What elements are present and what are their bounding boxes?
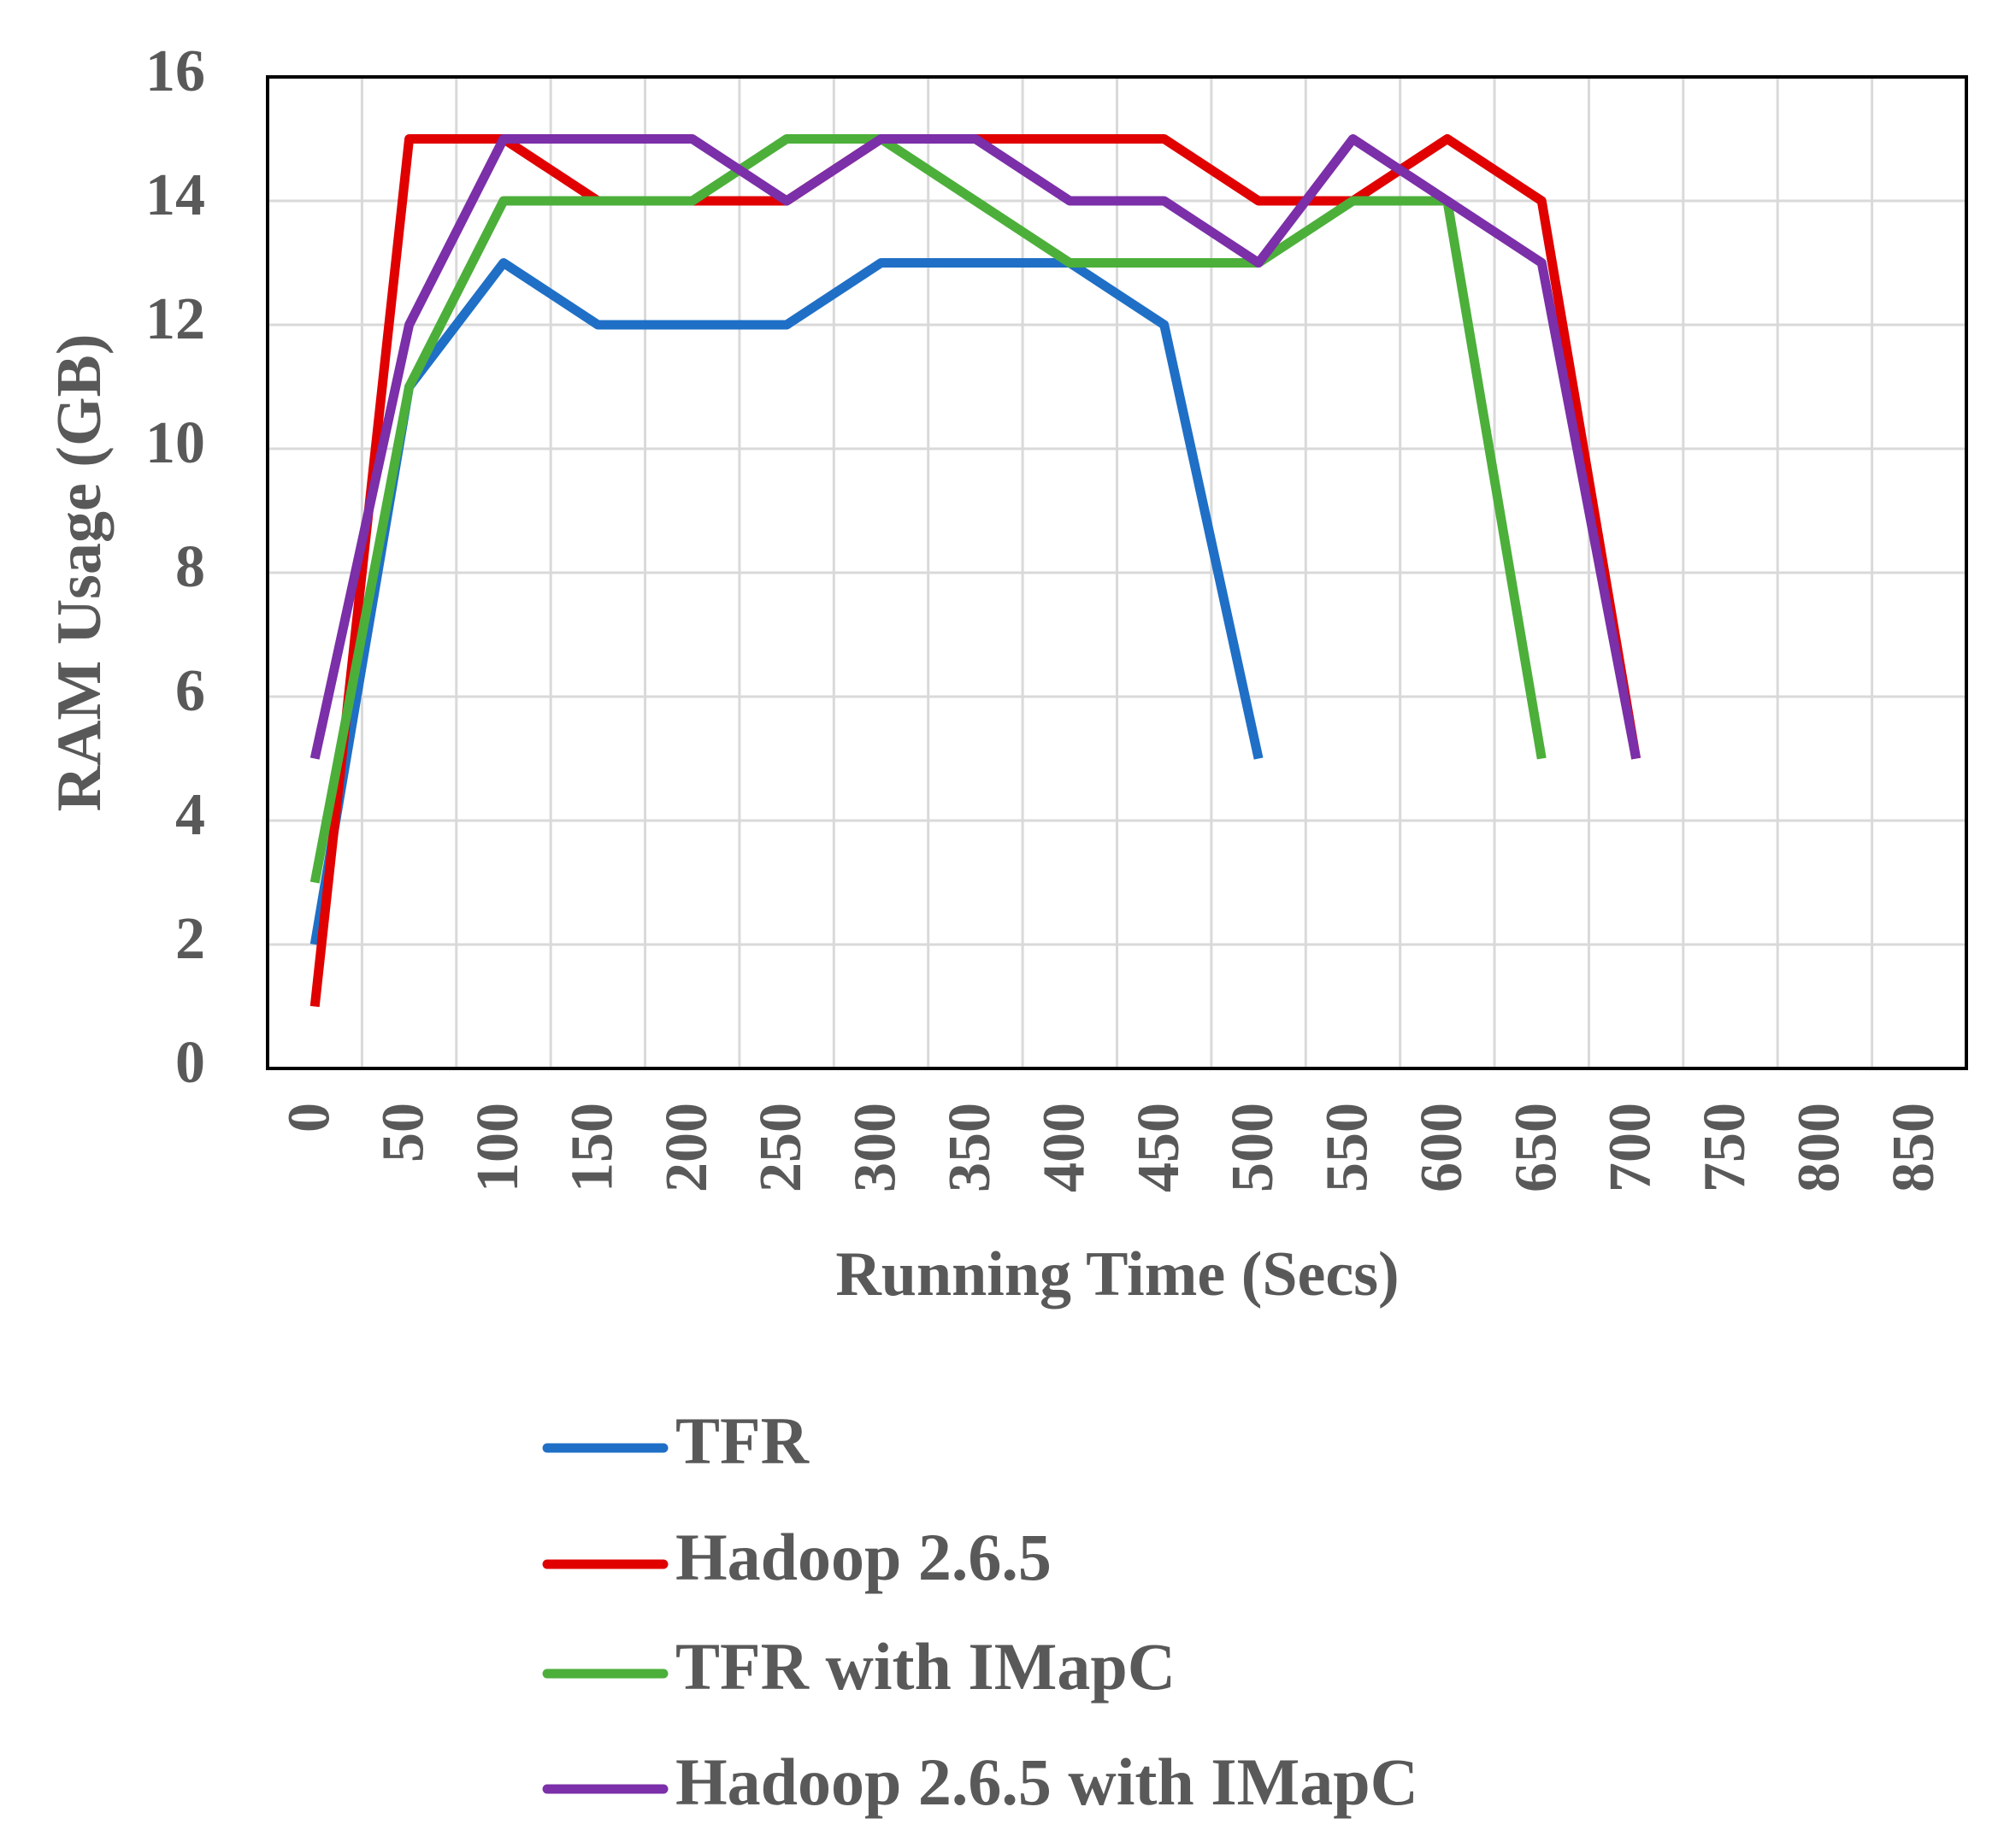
x-tick-label: 200 (654, 1103, 720, 1192)
legend-label: Hadoop 2.6.5 with IMapC (675, 1745, 1418, 1819)
legend-label: TFR (675, 1404, 810, 1478)
x-tick-label: 700 (1598, 1103, 1664, 1192)
x-tick-label: 600 (1409, 1103, 1475, 1192)
series-line (309, 134, 1641, 760)
x-tick-label: 0 (276, 1103, 342, 1133)
x-tick-label: 50 (371, 1103, 437, 1162)
y-tick-label: 12 (145, 286, 205, 352)
y-tick-label: 0 (175, 1030, 205, 1096)
x-tick-label: 550 (1315, 1103, 1381, 1192)
x-tick-label: 450 (1126, 1103, 1192, 1192)
y-tick-label: 8 (175, 534, 205, 600)
x-tick-label: 250 (748, 1103, 814, 1192)
x-tick-label: 800 (1786, 1103, 1852, 1192)
series-line (309, 258, 1264, 945)
x-tick-label: 500 (1220, 1103, 1286, 1192)
y-tick-label: 10 (145, 410, 205, 476)
x-tick-label: 300 (843, 1103, 909, 1192)
x-tick-label: 150 (559, 1103, 625, 1192)
series-line (309, 134, 1547, 884)
plot-border (266, 75, 1968, 1070)
x-tick-label: 400 (1031, 1103, 1097, 1192)
y-axis-title: RAM Usage (GB) (44, 333, 115, 811)
legend-label: TFR with IMapC (675, 1629, 1176, 1704)
x-tick-label: 850 (1881, 1103, 1947, 1192)
x-tick-label: 650 (1503, 1103, 1569, 1192)
x-tick-label: 100 (465, 1103, 531, 1192)
x-tick-label: 750 (1692, 1103, 1758, 1192)
y-tick-label: 16 (145, 38, 205, 104)
y-tick-label: 2 (175, 906, 205, 972)
x-axis-title: Running Time (Secs) (835, 1239, 1399, 1309)
y-tick-label: 6 (175, 658, 205, 724)
x-tick-label: 350 (937, 1103, 1003, 1192)
legend-label: Hadoop 2.6.5 (675, 1520, 1052, 1594)
y-tick-label: 4 (175, 782, 205, 848)
y-tick-label: 14 (145, 162, 205, 228)
